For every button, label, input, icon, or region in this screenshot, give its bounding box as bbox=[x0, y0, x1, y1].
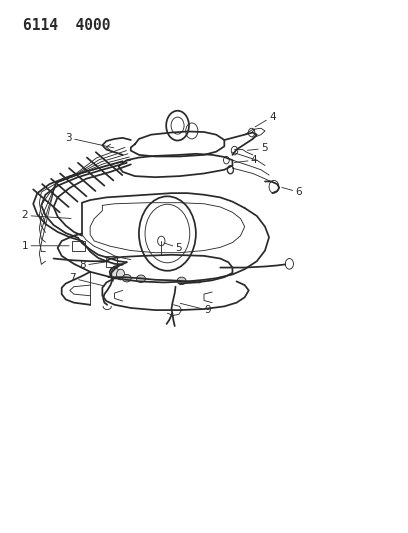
Text: 4: 4 bbox=[255, 111, 276, 127]
Text: 7: 7 bbox=[69, 273, 104, 286]
Text: 5: 5 bbox=[247, 143, 268, 154]
FancyBboxPatch shape bbox=[72, 241, 85, 251]
Text: 5: 5 bbox=[164, 243, 182, 253]
Ellipse shape bbox=[122, 274, 131, 282]
Ellipse shape bbox=[137, 275, 145, 282]
Text: 2: 2 bbox=[22, 211, 71, 221]
Ellipse shape bbox=[177, 277, 186, 285]
Text: 3: 3 bbox=[65, 133, 114, 148]
Circle shape bbox=[111, 268, 120, 279]
Text: 9: 9 bbox=[180, 303, 211, 315]
Text: 6114  4000: 6114 4000 bbox=[23, 18, 111, 33]
Text: 1: 1 bbox=[22, 241, 69, 251]
FancyBboxPatch shape bbox=[106, 256, 117, 266]
Text: 4: 4 bbox=[235, 155, 257, 165]
Circle shape bbox=[117, 269, 125, 280]
Text: 8: 8 bbox=[80, 261, 108, 270]
Text: 6: 6 bbox=[282, 187, 302, 197]
